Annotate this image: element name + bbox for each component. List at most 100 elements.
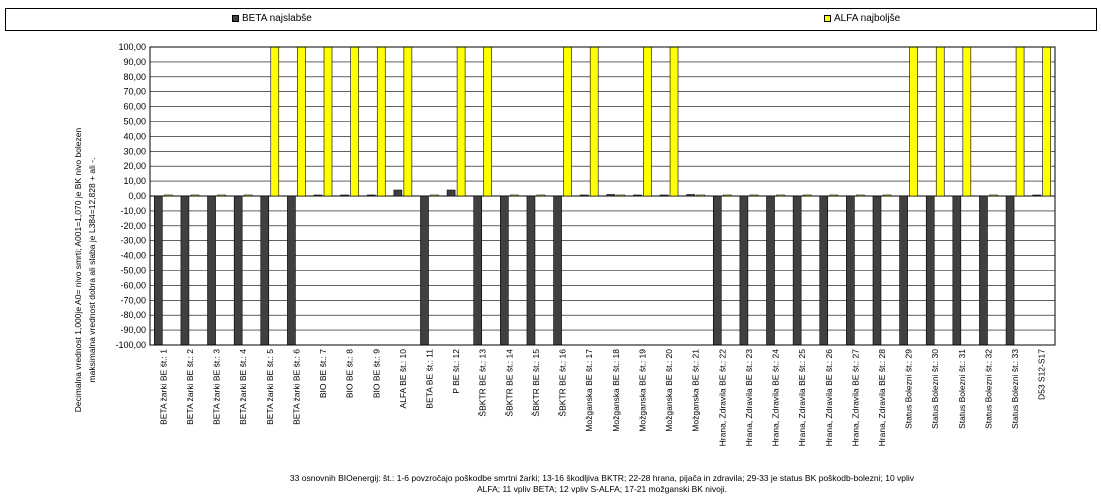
y-tick-label: 0,00 [128,191,146,201]
bar-beta [819,195,829,346]
bar-beta [207,195,216,346]
bar-beta [473,195,483,346]
bar-alfa [589,46,599,197]
legend-label-beta: BETA najslabše [242,13,312,24]
x-tick-label: Možganska BE št.: 18 [611,349,621,432]
y-tick-label: 10,00 [123,176,146,186]
bar-alfa [749,194,759,197]
bar-alfa [1042,46,1051,197]
x-tick-label: BIO BE št.: 7 [318,349,328,398]
bar-beta [233,195,243,346]
x-tick-label: Možganska BE št.: 17 [584,349,594,432]
plot-area-border [149,46,1056,346]
x-tick-label: Status Bolezni št.: 29 [904,349,914,429]
bar-beta [686,194,695,197]
y-tick-label: 40,00 [123,131,146,141]
bar-alfa [376,46,386,197]
bar-alfa [722,194,732,197]
legend-label-alfa: ALFA najboljše [834,13,901,24]
bar-alfa [802,194,812,197]
x-tick-label: BIO BE št.: 8 [345,349,355,398]
bar-alfa [536,194,546,197]
y-tick-label: 90,00 [123,57,146,67]
x-tick-label: Status Bolezni št.: 30 [930,349,940,429]
x-tick-label: BETA žarki BE št.: 1 [158,349,168,425]
y-tick-label: 80,00 [123,72,146,82]
bar-alfa [935,46,945,197]
x-tick-label: Status Bolezni št.: 31 [957,349,967,429]
y-tick-label: 60,00 [123,102,146,112]
legend-item-alfa: ALFA najboljše [824,13,900,24]
bar-beta [579,194,589,197]
y-tick-label: 100,00 [118,42,146,52]
bar-alfa [643,46,652,197]
bar-beta [792,195,802,346]
bar-beta [606,194,616,197]
gridlines [150,46,1055,346]
bar-alfa [962,46,972,197]
bar-beta [739,195,749,346]
x-tick-label: BETA BE št.: 11 [424,349,434,409]
bar-beta [154,195,163,346]
y-tick-label: -20,00 [120,221,146,231]
bar-alfa [350,46,359,197]
bar-alfa [456,46,466,197]
bar-alfa [217,194,226,197]
x-tick-label: Status Bolezni št.: 32 [983,349,993,429]
y-tick-label: -30,00 [120,236,146,246]
bar-beta [500,195,509,346]
bars [154,46,1051,346]
x-axis-ticks: BETA žarki BE št.: 1 BETA žarki BE št.: 2… [158,349,1046,447]
bar-beta [393,189,403,197]
x-tick-label: BETA žarki BE št.: 4 [238,349,248,425]
bar-beta [526,195,536,346]
bar-alfa [243,194,253,197]
bar-beta [180,195,190,346]
x-tick-label: Status Bolezni št.: 33 [1010,349,1020,429]
x-tick-label: Hrana, Zdravila BE št.: 26 [824,349,834,447]
x-tick-label: ŠBKTR BE št.: 14 [504,349,514,417]
x-axis-title-line-1: 33 osnovnih BIOenergij: št.: 1-6 povzroč… [290,473,915,483]
y-tick-label: -70,00 [120,295,146,305]
y-axis-title-line-2: maksimalna vrednost dobra ali slaba je L… [87,158,97,383]
x-tick-label: Hrana, Zdravila BE št.: 25 [797,349,807,447]
x-tick-label: P BE št.: 12 [451,349,461,394]
x-tick-label: BETA žarki BE št.: 2 [185,349,195,425]
x-tick-label: BETA žarki BE št.: 3 [212,349,222,425]
bar-beta [313,194,323,197]
bar-alfa [909,46,918,197]
bar-alfa [856,194,865,197]
bar-alfa [323,46,333,197]
bar-alfa [483,46,493,197]
y-axis-title: Decimalna vrednost 1,000je A0= nivo smrt… [73,128,97,413]
bar-beta [766,195,775,346]
x-tick-label: Možganska BE št.: 21 [691,349,701,432]
bar-beta [340,194,349,197]
bar-alfa [164,194,173,197]
x-tick-label: ALFA BE št.: 10 [398,349,408,409]
bar-beta [1032,194,1041,197]
x-tick-label: Možganska BE št.: 20 [664,349,674,432]
bar-alfa [190,194,200,197]
bar-beta [287,195,296,346]
legend-item-beta: BETA najslabše [232,13,312,24]
y-tick-label: -60,00 [120,280,146,290]
x-tick-label: Hrana, Zdravila BE št.: 28 [877,349,887,447]
bar-beta [925,195,935,346]
bar-alfa [403,46,413,197]
x-tick-label: ŠBKTR BE št.: 13 [478,349,488,417]
bar-beta [446,189,456,197]
bar-beta [952,195,962,346]
x-tick-label: Hrana, Zdravila BE št.: 22 [717,349,727,447]
bar-beta [979,195,988,346]
y-tick-label: -100,00 [115,340,146,350]
bar-alfa [696,194,705,197]
y-tick-label: 20,00 [123,161,146,171]
bar-alfa [882,194,892,197]
x-tick-label: BETA žarki BE št.: 6 [291,349,301,425]
x-tick-label: D53 S12-S17 [1037,349,1047,400]
bar-alfa [270,46,280,197]
y-tick-label: -90,00 [120,325,146,335]
bar-beta [846,195,855,346]
